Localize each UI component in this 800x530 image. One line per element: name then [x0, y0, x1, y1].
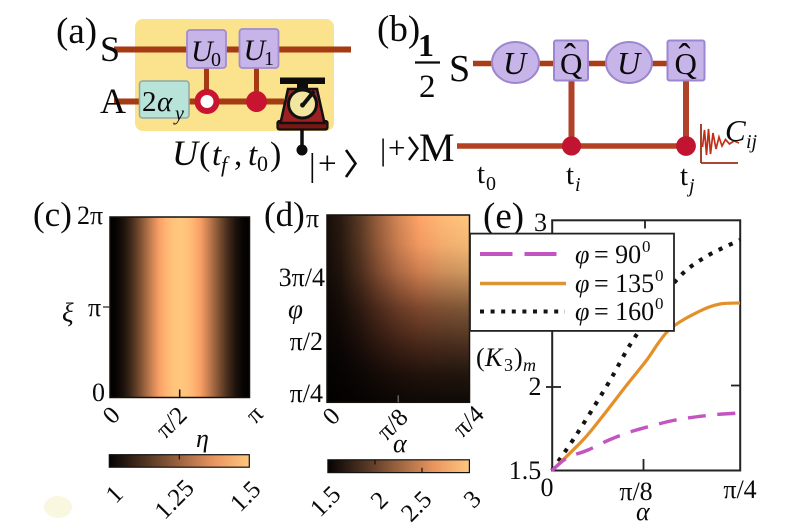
- svg-text:+: +: [318, 146, 337, 182]
- svg-text:(d): (d): [264, 195, 305, 234]
- svg-text:S: S: [449, 48, 470, 90]
- svg-text:K: K: [484, 343, 504, 372]
- svg-text:α: α: [157, 86, 173, 118]
- svg-text:π: π: [306, 204, 319, 233]
- svg-text:m: m: [523, 355, 536, 375]
- svg-text:3: 3: [534, 208, 547, 237]
- svg-text:α: α: [636, 497, 651, 526]
- svg-text:(: (: [199, 136, 210, 173]
- svg-text:3: 3: [504, 355, 513, 375]
- svg-text:α: α: [393, 429, 408, 458]
- svg-text:π/8: π/8: [619, 477, 652, 506]
- svg-text:(: (: [476, 343, 485, 372]
- svg-text:π: π: [88, 293, 101, 322]
- svg-text:M: M: [419, 125, 455, 170]
- svg-text:= 90: = 90: [594, 240, 641, 269]
- svg-text:|: |: [309, 148, 316, 184]
- svg-text:j: j: [686, 175, 695, 197]
- svg-text:): ): [514, 343, 523, 372]
- svg-text:φ: φ: [288, 294, 303, 324]
- svg-text:1: 1: [264, 48, 274, 70]
- svg-text:0: 0: [655, 266, 664, 285]
- svg-text:φ: φ: [575, 240, 589, 269]
- svg-text:1.5: 1.5: [509, 456, 542, 485]
- svg-text:0: 0: [211, 49, 221, 71]
- svg-text:|: |: [380, 132, 386, 167]
- svg-text:= 135: = 135: [594, 269, 654, 298]
- svg-text:A: A: [100, 81, 126, 121]
- svg-text:Q: Q: [675, 46, 697, 81]
- svg-text:ˆ: ˆ: [564, 36, 576, 76]
- svg-text:1: 1: [418, 27, 434, 63]
- svg-text:U: U: [191, 35, 215, 68]
- svg-text:f: f: [221, 152, 230, 177]
- svg-text:U: U: [617, 45, 642, 81]
- svg-text:0: 0: [541, 473, 554, 502]
- svg-text:): ): [270, 136, 281, 173]
- svg-text:0: 0: [257, 151, 268, 176]
- svg-text:φ: φ: [575, 297, 589, 326]
- svg-text:+: +: [388, 130, 405, 165]
- svg-text:η: η: [196, 424, 209, 453]
- svg-text:2: 2: [419, 69, 436, 105]
- svg-text:t: t: [212, 137, 222, 173]
- svg-text:Q: Q: [560, 46, 582, 81]
- svg-text:0: 0: [655, 294, 664, 313]
- svg-text:(a): (a): [56, 11, 97, 52]
- svg-text:,: ,: [234, 137, 242, 173]
- svg-text:t: t: [248, 137, 258, 173]
- svg-text:t: t: [566, 159, 574, 191]
- svg-text:C: C: [725, 113, 746, 148]
- svg-text:y: y: [173, 103, 184, 125]
- svg-text:(e): (e): [483, 196, 524, 237]
- svg-text:U: U: [503, 45, 528, 81]
- svg-text:t: t: [477, 158, 485, 190]
- svg-text:U: U: [244, 34, 268, 67]
- svg-text:2π: 2π: [77, 201, 103, 230]
- svg-text:S: S: [100, 29, 120, 69]
- svg-text:0: 0: [642, 237, 651, 256]
- svg-text:= 160: = 160: [594, 297, 654, 326]
- svg-text:0: 0: [486, 173, 496, 195]
- svg-text:2: 2: [142, 86, 157, 118]
- svg-text:0: 0: [92, 378, 105, 407]
- svg-text:ˆ: ˆ: [679, 36, 691, 76]
- svg-text:π/4: π/4: [723, 475, 756, 504]
- svg-text:2: 2: [529, 372, 542, 401]
- svg-text:U: U: [172, 133, 200, 173]
- svg-text:t: t: [680, 160, 688, 192]
- svg-text:(b): (b): [377, 9, 420, 50]
- svg-text:ij: ij: [746, 131, 758, 153]
- svg-text:φ: φ: [575, 269, 589, 298]
- svg-text:π/4: π/4: [290, 379, 323, 408]
- svg-text:3π/4: 3π/4: [279, 263, 325, 292]
- svg-text:(c): (c): [33, 195, 72, 234]
- svg-text:π/2: π/2: [290, 327, 323, 356]
- svg-text:i: i: [575, 174, 581, 196]
- svg-text:ξ: ξ: [62, 298, 74, 328]
